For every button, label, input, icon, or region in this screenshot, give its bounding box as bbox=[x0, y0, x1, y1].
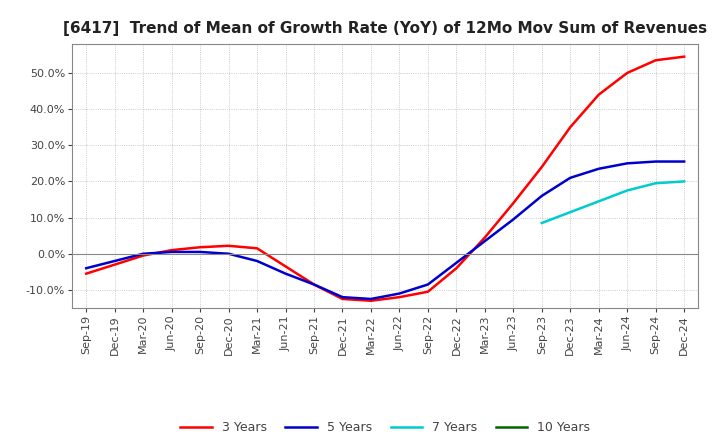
Line: 3 Years: 3 Years bbox=[86, 57, 684, 301]
5 Years bbox=[225, 251, 233, 257]
5 Years bbox=[452, 260, 461, 265]
5 Years bbox=[680, 159, 688, 164]
3 Years bbox=[452, 266, 461, 271]
5 Years bbox=[139, 251, 148, 257]
5 Years bbox=[423, 282, 432, 287]
Line: 5 Years: 5 Years bbox=[86, 161, 684, 299]
7 Years bbox=[566, 209, 575, 215]
3 Years bbox=[395, 294, 404, 300]
5 Years bbox=[110, 258, 119, 264]
Legend: 3 Years, 5 Years, 7 Years, 10 Years: 3 Years, 5 Years, 7 Years, 10 Years bbox=[176, 416, 595, 439]
3 Years bbox=[82, 271, 91, 276]
3 Years bbox=[110, 262, 119, 267]
5 Years bbox=[509, 217, 518, 222]
5 Years bbox=[253, 258, 261, 264]
Line: 7 Years: 7 Years bbox=[541, 181, 684, 223]
7 Years bbox=[680, 179, 688, 184]
5 Years bbox=[196, 249, 204, 255]
5 Years bbox=[282, 271, 290, 276]
3 Years bbox=[480, 235, 489, 240]
5 Years bbox=[366, 296, 375, 301]
7 Years bbox=[623, 188, 631, 193]
3 Years bbox=[509, 201, 518, 206]
3 Years bbox=[366, 298, 375, 304]
5 Years bbox=[652, 159, 660, 164]
3 Years bbox=[623, 70, 631, 76]
3 Years bbox=[139, 253, 148, 258]
5 Years bbox=[623, 161, 631, 166]
3 Years bbox=[537, 164, 546, 169]
7 Years bbox=[595, 199, 603, 204]
3 Years bbox=[680, 54, 688, 59]
3 Years bbox=[167, 247, 176, 253]
3 Years bbox=[253, 246, 261, 251]
5 Years bbox=[167, 249, 176, 255]
3 Years bbox=[225, 243, 233, 249]
3 Years bbox=[566, 125, 575, 130]
5 Years bbox=[395, 291, 404, 296]
3 Years bbox=[338, 296, 347, 301]
5 Years bbox=[595, 166, 603, 172]
3 Years bbox=[196, 245, 204, 250]
7 Years bbox=[537, 220, 546, 226]
3 Years bbox=[595, 92, 603, 97]
5 Years bbox=[537, 193, 546, 198]
5 Years bbox=[480, 238, 489, 244]
3 Years bbox=[310, 282, 318, 287]
5 Years bbox=[566, 175, 575, 180]
5 Years bbox=[310, 282, 318, 287]
Title: [6417]  Trend of Mean of Growth Rate (YoY) of 12Mo Mov Sum of Revenues: [6417] Trend of Mean of Growth Rate (YoY… bbox=[63, 21, 707, 36]
3 Years bbox=[423, 289, 432, 294]
7 Years bbox=[652, 180, 660, 186]
3 Years bbox=[282, 264, 290, 269]
5 Years bbox=[82, 266, 91, 271]
5 Years bbox=[338, 294, 347, 300]
3 Years bbox=[652, 58, 660, 63]
